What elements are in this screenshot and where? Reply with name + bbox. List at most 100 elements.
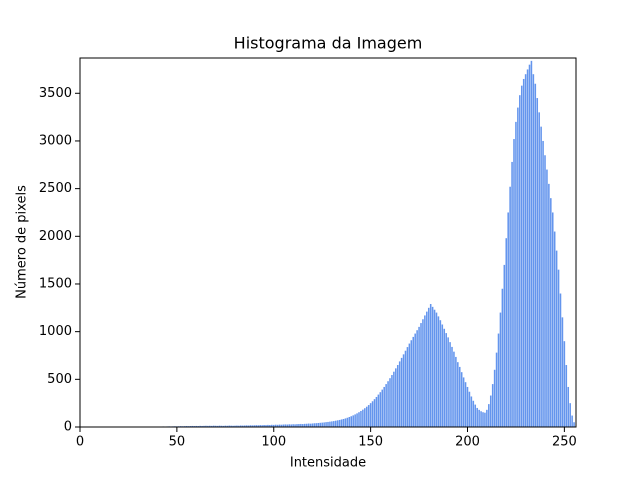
bar [210, 425, 213, 427]
bar [503, 264, 506, 427]
bar [420, 323, 422, 427]
bar [338, 419, 341, 427]
bar [509, 186, 511, 427]
y-tick-label: 1500 [39, 276, 72, 291]
bar [238, 425, 240, 427]
bar [255, 425, 258, 427]
bar [230, 425, 232, 427]
bar [433, 309, 436, 427]
bar [331, 421, 333, 427]
bar [437, 316, 440, 427]
bar [573, 422, 575, 427]
bar [391, 375, 393, 427]
bar [365, 406, 368, 427]
bar [476, 407, 478, 427]
bar [342, 418, 345, 427]
bar [369, 403, 372, 427]
bar [371, 401, 374, 427]
bar [520, 85, 523, 428]
bar [298, 424, 300, 427]
bar [373, 399, 376, 427]
bar [460, 372, 463, 427]
x-tick-label: 100 [261, 435, 286, 450]
bar [265, 425, 267, 427]
bar [447, 337, 449, 427]
axes-frame [79, 57, 577, 428]
bar [396, 365, 399, 427]
bar [513, 139, 515, 427]
bar [550, 198, 552, 427]
y-axis-label: Número de pixels [15, 185, 30, 299]
bar [329, 421, 331, 427]
bar [195, 425, 198, 427]
bar [387, 381, 389, 427]
bar [362, 409, 364, 427]
bar [484, 412, 486, 427]
bar [519, 95, 521, 428]
bar [563, 341, 566, 427]
bar [191, 425, 194, 427]
bar [412, 336, 415, 427]
bar [532, 74, 535, 428]
bar [350, 416, 353, 427]
bar [427, 307, 430, 427]
bar [276, 424, 279, 427]
bar [389, 378, 391, 427]
bar [348, 416, 351, 427]
bar [317, 422, 320, 427]
bar [207, 425, 209, 427]
bar [486, 409, 488, 427]
bar [272, 424, 275, 427]
y-tick-label: 3500 [39, 86, 72, 101]
bar [402, 354, 405, 427]
bar [565, 365, 568, 427]
bar [280, 424, 283, 427]
bar [261, 425, 263, 427]
bar [381, 389, 384, 427]
bar [482, 412, 484, 427]
bar [236, 425, 238, 427]
y-tick-label: 2500 [39, 181, 72, 196]
bar [418, 326, 420, 427]
bar [499, 312, 502, 427]
bar [571, 415, 573, 427]
bar [416, 330, 418, 427]
bar [282, 424, 285, 427]
bar [263, 424, 265, 427]
x-tick-label: 200 [455, 435, 480, 450]
bar [249, 425, 252, 427]
bar [439, 320, 442, 427]
bar [474, 404, 477, 427]
bar [522, 78, 525, 427]
bar [457, 362, 459, 427]
bar [424, 315, 426, 427]
bar [559, 293, 562, 427]
bar [257, 425, 260, 427]
bar [445, 333, 447, 427]
bar [385, 384, 387, 427]
bar [526, 69, 529, 427]
bar [491, 384, 494, 427]
bar [336, 420, 339, 427]
bar [377, 394, 380, 427]
bar [240, 425, 242, 427]
bar [414, 333, 416, 427]
bar [489, 395, 492, 427]
bar [395, 368, 397, 427]
bar [515, 121, 517, 427]
bar [214, 425, 217, 427]
bar [542, 140, 544, 427]
bar [212, 425, 215, 427]
bar [538, 112, 540, 427]
bar [364, 408, 366, 427]
bar [321, 422, 323, 427]
bar [555, 250, 558, 427]
bar [360, 410, 362, 427]
bar [311, 423, 314, 427]
bar [205, 425, 207, 427]
bar [383, 386, 385, 427]
bar [551, 212, 554, 427]
bar [333, 421, 335, 427]
bar [226, 425, 229, 427]
